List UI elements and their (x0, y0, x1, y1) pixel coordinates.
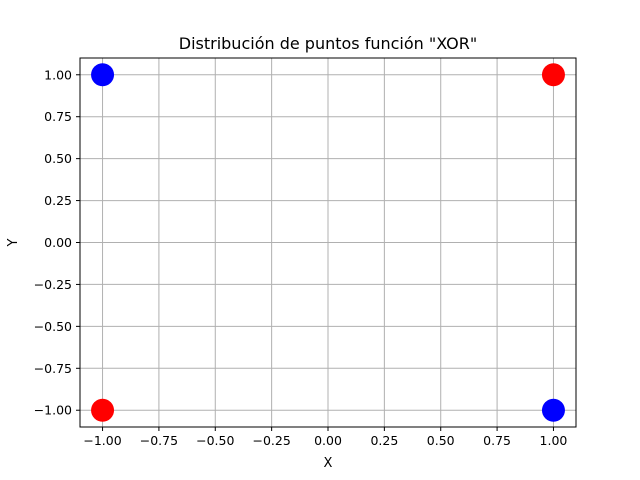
x-tick-label: 0.25 (370, 433, 398, 448)
x-tick-label: 0.75 (483, 433, 511, 448)
x-tick-label: −0.75 (140, 433, 178, 448)
chart-title: Distribución de puntos función "XOR" (179, 34, 478, 53)
x-tick-label: 0.00 (314, 433, 342, 448)
x-tick-label: −0.50 (196, 433, 234, 448)
scatter-point (541, 63, 565, 87)
y-tick-label: 1.00 (44, 67, 72, 82)
scatter-point (91, 398, 115, 422)
scatter-point (91, 63, 115, 87)
x-axis-label: X (324, 456, 333, 471)
y-axis-label: Y (6, 238, 21, 247)
x-tick-label: 1.00 (540, 433, 568, 448)
y-tick-label: −0.50 (34, 319, 72, 334)
x-tick-label: −1.00 (83, 433, 121, 448)
y-tick-label: −1.00 (34, 403, 72, 418)
data-points (91, 63, 565, 422)
x-axis-ticks: −1.00 −0.75 −0.50 −0.25 0.00 0.25 0.50 0.75 1.00 (83, 427, 567, 448)
y-axis-ticks: −1.00 −0.75 −0.50 −0.25 0.00 0.25 0.50 0.75 1.00 (34, 67, 80, 418)
scatter-point (541, 398, 565, 422)
x-tick-label: 0.50 (427, 433, 455, 448)
y-tick-label: −0.75 (34, 361, 72, 376)
y-tick-label: 0.00 (44, 235, 72, 250)
y-tick-label: 0.75 (44, 109, 72, 124)
y-tick-label: 0.50 (44, 151, 72, 166)
x-tick-label: −0.25 (252, 433, 290, 448)
y-tick-label: 0.25 (44, 193, 72, 208)
grid-lines (80, 58, 576, 427)
y-tick-label: −0.25 (34, 277, 72, 292)
